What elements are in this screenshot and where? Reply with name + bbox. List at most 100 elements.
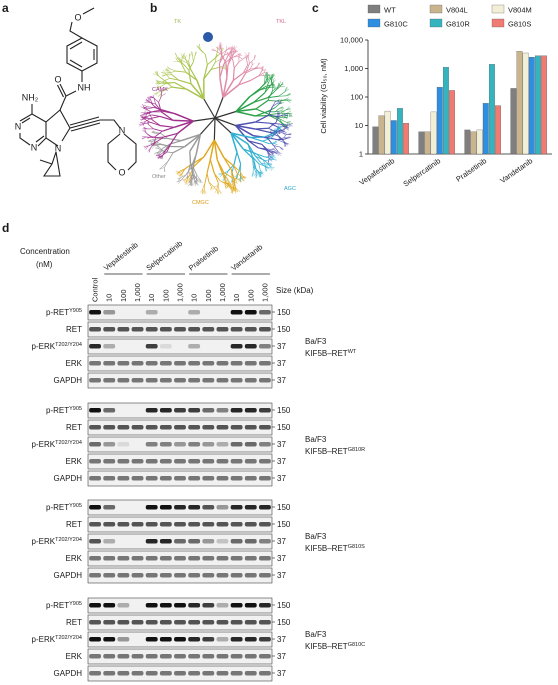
band [188, 442, 201, 447]
tree-branch [277, 127, 281, 131]
lane-label: 100 [119, 289, 128, 302]
band [188, 476, 201, 481]
tree-branch [145, 112, 149, 117]
row-label: ERK [66, 652, 83, 661]
size-value: 150 [277, 423, 291, 432]
band [258, 310, 271, 315]
tree-branch [272, 79, 276, 84]
y-axis-label: Cell viability (GI₅₀, nM) [319, 58, 328, 134]
tree-branch [231, 46, 234, 52]
tree-trunk [214, 97, 224, 119]
band [174, 408, 186, 413]
band [145, 361, 158, 366]
tree-branch [182, 178, 187, 180]
tree-branch [279, 123, 288, 126]
tree-branch [237, 175, 239, 179]
tree-branch [196, 178, 201, 182]
tree-branch [285, 127, 289, 130]
band [145, 459, 158, 464]
tree-branch [238, 58, 244, 63]
legend-label: V804M [508, 6, 532, 15]
kinase-group: CAMK [152, 87, 168, 93]
tree-branch [232, 45, 235, 51]
tree-branch [141, 135, 147, 138]
tree-branch [161, 72, 166, 74]
legend-swatch [491, 4, 505, 14]
band [216, 361, 229, 366]
band [103, 620, 116, 625]
construct-name: KIF5B–RET [305, 642, 348, 651]
tree-branch [214, 57, 217, 63]
protein-name: ERK [66, 554, 83, 563]
tree-branch [164, 78, 170, 81]
bar [442, 67, 449, 155]
tree-branch [280, 108, 284, 112]
band [258, 425, 271, 430]
band [103, 378, 116, 383]
tree-branch [276, 110, 278, 116]
band [230, 671, 243, 676]
band [216, 459, 229, 464]
tree-branch [178, 179, 182, 184]
band [244, 361, 257, 366]
band [159, 361, 172, 366]
band [174, 556, 186, 561]
tree-branch [267, 77, 272, 84]
protein-name: GAPDH [54, 376, 83, 385]
tree-branch [286, 121, 291, 123]
band [159, 344, 172, 349]
band [244, 327, 257, 332]
protein-name: p-ERK [32, 635, 56, 644]
tree-branch [255, 127, 269, 130]
tree-branch [161, 155, 163, 160]
kinase-group: STE [282, 113, 293, 119]
protein-name: p-ERK [32, 342, 56, 351]
tree-branch [226, 64, 229, 78]
band [103, 459, 116, 464]
band [89, 522, 102, 527]
tree-branch [274, 86, 281, 92]
tree-branch [284, 116, 288, 119]
tree-branch [258, 83, 265, 90]
tree-branch [224, 185, 227, 189]
tree-branch [235, 110, 256, 117]
band [174, 378, 186, 383]
tree-branch [255, 99, 269, 110]
bar-chart: Cell viability (GI₅₀, nM) 1 10 100 1,000 10,… [319, 4, 552, 189]
tree-branch [155, 147, 159, 150]
bar [534, 55, 541, 155]
size-value: 37 [277, 652, 286, 661]
tree-branch [276, 139, 283, 141]
tree-branch [152, 138, 159, 142]
tree-trunk [193, 117, 216, 122]
tree-branch [263, 74, 266, 79]
tree-branch [259, 171, 263, 174]
tree-branch [188, 61, 192, 70]
band [244, 603, 257, 608]
band [145, 539, 158, 544]
tree-branch [257, 62, 261, 66]
western-blots: Concentration (nM) Size (kDa) Control 10 1… [20, 239, 365, 682]
band [258, 556, 271, 561]
tree-branch [210, 62, 216, 70]
tree-branch [158, 93, 161, 97]
protein-site: Y905 [69, 503, 82, 509]
tree-branch [242, 64, 248, 74]
band [258, 327, 271, 332]
tree-branch [236, 151, 242, 164]
tree-branch [263, 165, 269, 168]
tree-branch [160, 83, 166, 87]
tree-branch [234, 181, 238, 184]
band [145, 522, 158, 527]
tree-branch [232, 60, 235, 69]
tree-branch [263, 133, 273, 138]
band [89, 654, 102, 659]
tree-branch [138, 123, 144, 125]
tree-branch [264, 72, 268, 77]
tree-branch [154, 92, 159, 96]
band [145, 620, 158, 625]
tree-branch [272, 86, 276, 90]
tree-branch [188, 70, 192, 84]
tree-branch [253, 166, 256, 172]
tree-branch [180, 56, 183, 64]
